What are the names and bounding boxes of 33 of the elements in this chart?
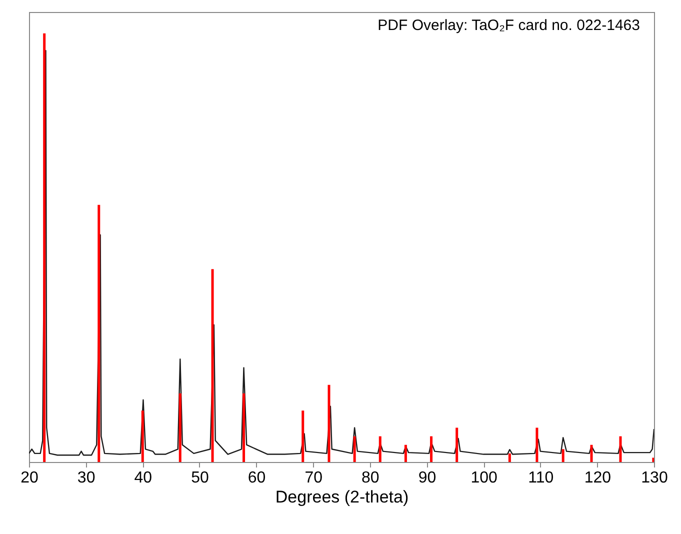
x-tick-label: 30 <box>77 470 96 486</box>
x-tick-label: 60 <box>248 470 266 486</box>
x-tick-label: 130 <box>641 470 668 486</box>
x-tick-label: 70 <box>304 470 323 486</box>
bar <box>562 449 564 462</box>
bar <box>536 428 538 462</box>
bar <box>590 444 593 462</box>
bar <box>652 458 654 462</box>
annotation: PDF Overlay: TaO₂F card no. 022-1463 <box>378 17 640 34</box>
bar <box>353 436 356 462</box>
x-tick-label: 50 <box>191 470 209 486</box>
bar <box>141 410 144 462</box>
bar <box>98 204 100 462</box>
x-tick-label: 120 <box>584 470 612 486</box>
bar <box>619 436 622 462</box>
x-tick-label: 110 <box>528 470 554 486</box>
x-tick-label: 40 <box>134 470 152 486</box>
bar <box>211 269 214 462</box>
x-tick-label: 100 <box>470 470 498 486</box>
bar <box>508 453 511 462</box>
x-tick-label: 20 <box>20 470 38 486</box>
bar <box>242 393 246 462</box>
bar <box>456 428 458 462</box>
bar <box>430 436 433 462</box>
bar <box>43 33 46 462</box>
bar <box>328 384 330 462</box>
bar <box>378 436 382 462</box>
x-tick-label: 80 <box>362 470 380 486</box>
bar <box>178 393 182 462</box>
x-axis-title: Degrees (2-theta) <box>275 488 409 506</box>
x-tick-label: 90 <box>418 470 436 486</box>
bar <box>404 444 407 462</box>
bar <box>302 410 304 462</box>
